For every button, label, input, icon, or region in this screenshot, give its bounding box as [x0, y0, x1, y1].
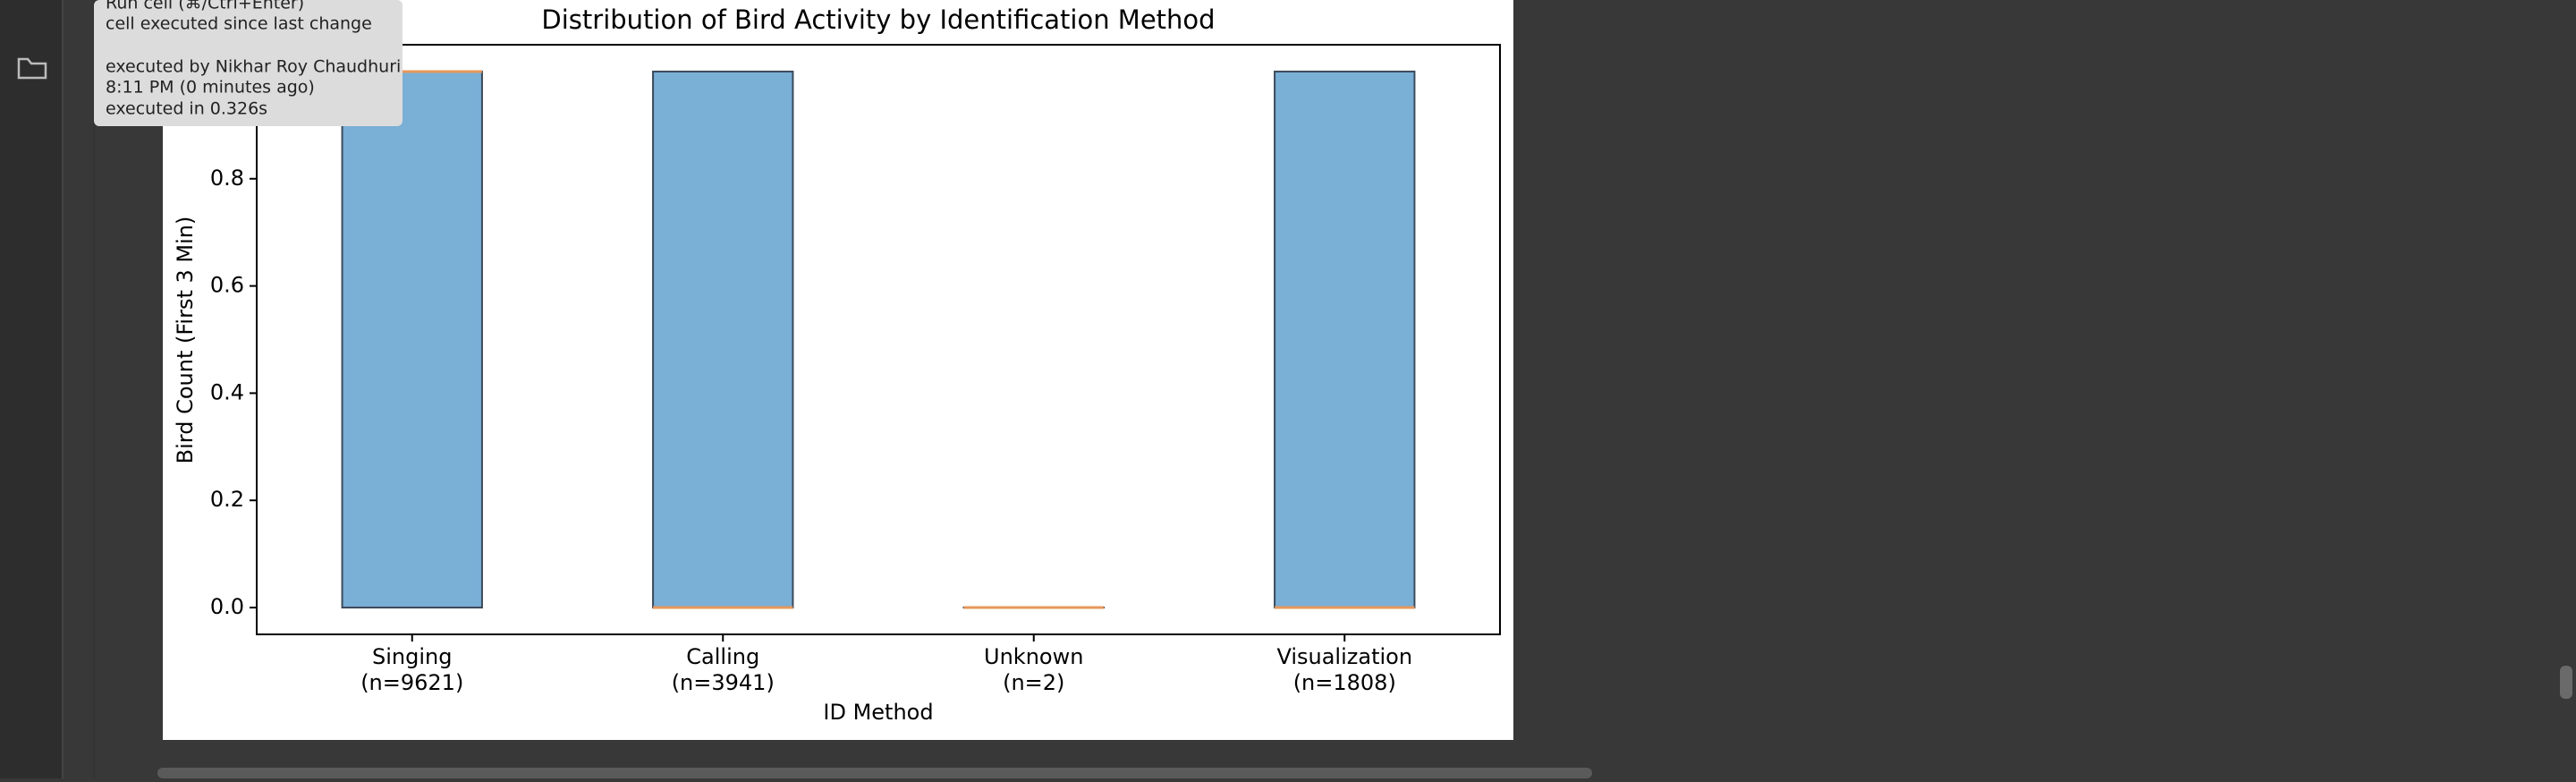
tooltip-line: executed in 0.326s [106, 99, 267, 119]
y-tick-label: 0.2 [210, 487, 244, 512]
sidebar [0, 0, 63, 778]
tooltip-line: 8:11 PM (0 minutes ago) [106, 78, 315, 98]
x-tick-label: Visualization [1276, 644, 1412, 669]
horizontal-scrollbar[interactable] [157, 768, 1592, 778]
y-axis-label: Bird Count (First 3 Min) [173, 217, 198, 464]
x-tick-label: Singing [372, 644, 452, 669]
tooltip-line: Run cell (⌘/Ctrl+Enter) [106, 0, 304, 13]
tooltip-line: executed by Nikhar Roy Chaudhuri [106, 57, 401, 77]
x-tick-count: (n=9621) [360, 670, 463, 695]
x-tick-count: (n=1808) [1293, 670, 1396, 695]
x-tick-count: (n=3941) [672, 670, 775, 695]
chart-title: Distribution of Bird Activity by Identif… [541, 4, 1215, 35]
box [653, 72, 792, 608]
y-tick-label: 0.8 [210, 166, 244, 191]
box [343, 72, 482, 608]
vertical-scrollbar[interactable] [2560, 666, 2572, 699]
x-tick-count: (n=2) [1003, 670, 1064, 695]
x-axis-label: ID Method [823, 700, 933, 725]
y-tick-label: 0.0 [210, 594, 244, 619]
y-tick-label: 0.4 [210, 379, 244, 404]
x-tick-label: Calling [686, 644, 759, 669]
tooltip-line: cell executed since last change [106, 14, 372, 34]
y-tick-label: 0.6 [210, 273, 244, 298]
box [1275, 72, 1414, 608]
x-tick-label: Unknown [984, 644, 1083, 669]
